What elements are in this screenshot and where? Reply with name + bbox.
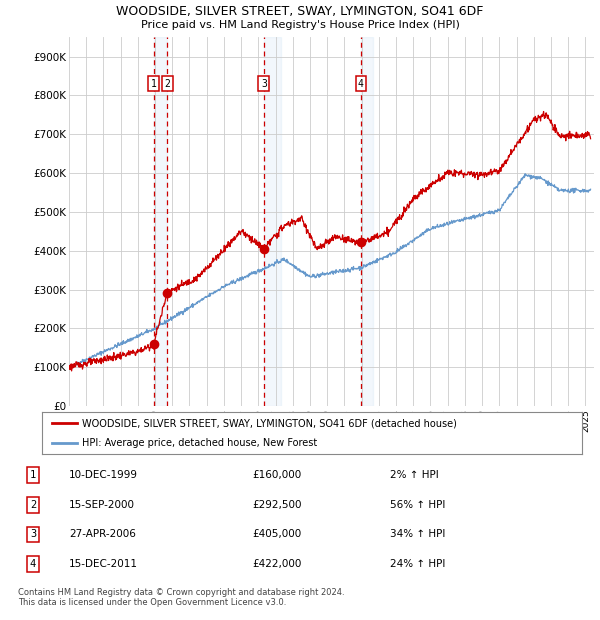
Bar bbox=[264, 37, 281, 406]
Text: 2: 2 bbox=[164, 79, 170, 89]
Text: £405,000: £405,000 bbox=[252, 529, 301, 539]
Text: £292,500: £292,500 bbox=[252, 500, 302, 510]
Bar bbox=[361, 37, 373, 406]
Text: 1: 1 bbox=[30, 470, 36, 480]
Text: 1: 1 bbox=[151, 79, 157, 89]
Text: 4: 4 bbox=[358, 79, 364, 89]
Text: 3: 3 bbox=[261, 79, 267, 89]
Text: 2: 2 bbox=[30, 500, 36, 510]
Text: 27-APR-2006: 27-APR-2006 bbox=[69, 529, 136, 539]
Text: WOODSIDE, SILVER STREET, SWAY, LYMINGTON, SO41 6DF (detached house): WOODSIDE, SILVER STREET, SWAY, LYMINGTON… bbox=[83, 418, 457, 428]
Text: 15-DEC-2011: 15-DEC-2011 bbox=[69, 559, 138, 569]
Text: £422,000: £422,000 bbox=[252, 559, 301, 569]
Text: Price paid vs. HM Land Registry's House Price Index (HPI): Price paid vs. HM Land Registry's House … bbox=[140, 20, 460, 30]
Text: £160,000: £160,000 bbox=[252, 470, 301, 480]
Text: 15-SEP-2000: 15-SEP-2000 bbox=[69, 500, 135, 510]
Bar bbox=[154, 37, 167, 406]
Text: 4: 4 bbox=[30, 559, 36, 569]
Text: 3: 3 bbox=[30, 529, 36, 539]
Text: 10-DEC-1999: 10-DEC-1999 bbox=[69, 470, 138, 480]
Text: HPI: Average price, detached house, New Forest: HPI: Average price, detached house, New … bbox=[83, 438, 318, 448]
Text: 56% ↑ HPI: 56% ↑ HPI bbox=[390, 500, 445, 510]
Text: 2% ↑ HPI: 2% ↑ HPI bbox=[390, 470, 439, 480]
Text: 34% ↑ HPI: 34% ↑ HPI bbox=[390, 529, 445, 539]
Text: Contains HM Land Registry data © Crown copyright and database right 2024.
This d: Contains HM Land Registry data © Crown c… bbox=[18, 588, 344, 607]
Text: WOODSIDE, SILVER STREET, SWAY, LYMINGTON, SO41 6DF: WOODSIDE, SILVER STREET, SWAY, LYMINGTON… bbox=[116, 5, 484, 18]
Text: 24% ↑ HPI: 24% ↑ HPI bbox=[390, 559, 445, 569]
